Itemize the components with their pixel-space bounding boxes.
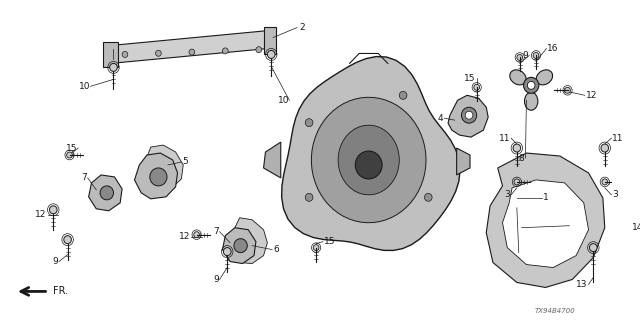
Circle shape xyxy=(461,107,477,123)
Circle shape xyxy=(305,119,313,127)
Circle shape xyxy=(517,54,523,60)
Polygon shape xyxy=(502,180,589,268)
Circle shape xyxy=(122,52,128,58)
Polygon shape xyxy=(134,153,177,199)
Polygon shape xyxy=(143,145,183,190)
Circle shape xyxy=(268,51,275,59)
Text: 15: 15 xyxy=(324,237,335,246)
Text: 7: 7 xyxy=(213,227,219,236)
Ellipse shape xyxy=(510,70,526,85)
Circle shape xyxy=(533,52,539,59)
Text: 13: 13 xyxy=(576,280,588,289)
Text: TX94B4700: TX94B4700 xyxy=(534,308,575,314)
Text: 3: 3 xyxy=(612,190,618,199)
Circle shape xyxy=(305,193,313,201)
Circle shape xyxy=(524,77,539,93)
Circle shape xyxy=(564,87,570,93)
Text: 15: 15 xyxy=(464,74,476,83)
Circle shape xyxy=(619,225,625,231)
Text: 10: 10 xyxy=(79,82,90,91)
Text: 6: 6 xyxy=(273,245,279,254)
Text: 5: 5 xyxy=(182,157,188,166)
Text: 11: 11 xyxy=(612,133,624,143)
Polygon shape xyxy=(312,97,426,223)
Circle shape xyxy=(194,232,200,238)
Circle shape xyxy=(465,111,473,119)
Text: 14: 14 xyxy=(632,223,640,232)
Circle shape xyxy=(589,244,597,252)
Polygon shape xyxy=(264,27,276,54)
Circle shape xyxy=(514,179,520,185)
Text: 9: 9 xyxy=(523,51,528,60)
Circle shape xyxy=(49,206,57,214)
Text: 15: 15 xyxy=(66,144,77,153)
Polygon shape xyxy=(103,42,118,68)
Polygon shape xyxy=(486,153,605,287)
Circle shape xyxy=(100,186,113,200)
Polygon shape xyxy=(229,218,268,264)
Text: 7: 7 xyxy=(81,173,86,182)
Circle shape xyxy=(256,47,262,53)
Polygon shape xyxy=(111,31,268,63)
Circle shape xyxy=(399,91,407,99)
Text: 10: 10 xyxy=(278,96,289,105)
Text: 2: 2 xyxy=(299,23,305,32)
Circle shape xyxy=(189,49,195,55)
Circle shape xyxy=(156,50,161,56)
Circle shape xyxy=(355,151,382,179)
Polygon shape xyxy=(88,175,122,211)
Text: 12: 12 xyxy=(586,91,597,100)
Polygon shape xyxy=(282,57,460,251)
Polygon shape xyxy=(223,228,256,264)
Circle shape xyxy=(527,81,535,89)
Circle shape xyxy=(513,144,521,152)
Circle shape xyxy=(313,244,319,251)
Circle shape xyxy=(223,248,231,256)
Circle shape xyxy=(150,168,167,186)
Polygon shape xyxy=(456,148,470,175)
Circle shape xyxy=(474,84,479,90)
Text: FR.: FR. xyxy=(53,286,68,296)
Circle shape xyxy=(223,48,228,54)
Circle shape xyxy=(602,179,607,185)
Polygon shape xyxy=(264,142,281,178)
Ellipse shape xyxy=(536,70,552,85)
Circle shape xyxy=(424,193,432,201)
Text: 4: 4 xyxy=(438,114,444,123)
Text: 12: 12 xyxy=(35,210,47,219)
Circle shape xyxy=(67,152,72,158)
Circle shape xyxy=(109,63,117,71)
Text: 16: 16 xyxy=(547,44,559,53)
Text: 11: 11 xyxy=(499,133,510,143)
Circle shape xyxy=(234,239,247,252)
Circle shape xyxy=(601,144,609,152)
Text: 9: 9 xyxy=(213,275,219,284)
Polygon shape xyxy=(338,125,399,195)
Text: 3: 3 xyxy=(504,190,510,199)
Circle shape xyxy=(64,236,72,244)
Text: 1: 1 xyxy=(543,193,548,202)
Ellipse shape xyxy=(525,92,538,110)
Text: 8: 8 xyxy=(519,154,525,163)
Text: 12: 12 xyxy=(179,232,190,241)
Polygon shape xyxy=(448,95,488,137)
Text: 9: 9 xyxy=(52,257,58,266)
